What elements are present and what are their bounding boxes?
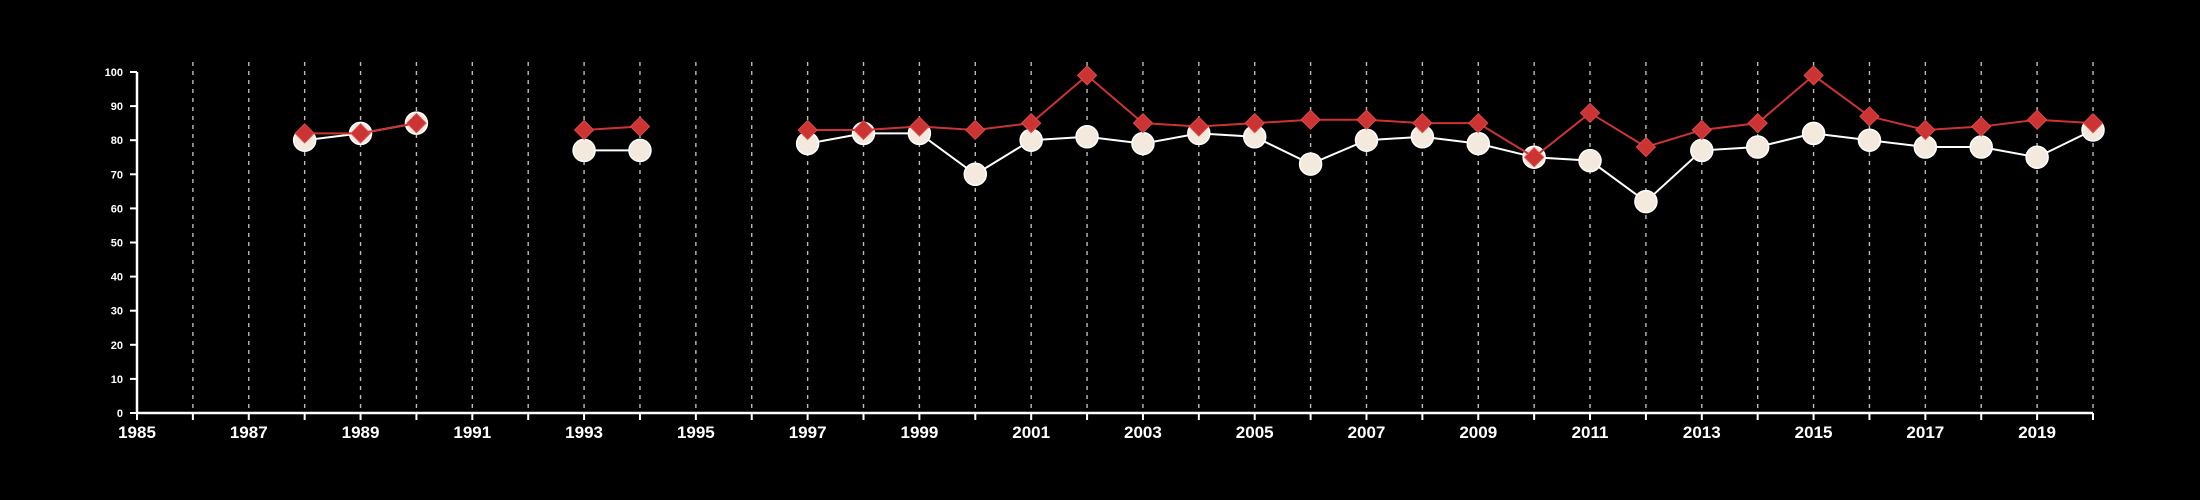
series-1-point	[1298, 152, 1323, 176]
series-1-point	[572, 138, 596, 163]
series-2-point	[1244, 112, 1265, 134]
series-2-point	[909, 116, 930, 137]
x-tick-label: 2019	[2018, 423, 2056, 442]
x-tick-label: 2015	[1795, 423, 1833, 442]
x-tick-label: 1985	[118, 423, 156, 442]
series-2-point	[1915, 119, 1936, 141]
y-tick-label: 90	[111, 101, 123, 113]
series-2-point	[629, 116, 651, 137]
series-2-point	[2026, 109, 2048, 130]
y-tick-label: 20	[111, 340, 123, 352]
series-2-point	[1971, 116, 1992, 137]
series-1-point	[1745, 135, 1770, 159]
series-2-point	[1635, 136, 1657, 158]
series-2-point	[1132, 112, 1154, 134]
series-1-point	[1131, 131, 1155, 156]
series-2-point	[1859, 106, 1880, 127]
y-tick-label: 50	[111, 238, 123, 250]
x-tick-label: 1991	[453, 423, 491, 442]
x-tick-label: 2005	[1236, 423, 1274, 442]
series-1-point	[1354, 128, 1379, 152]
series-2-point	[1188, 116, 1210, 137]
series-2-point	[853, 119, 874, 141]
series-2-point	[965, 119, 986, 141]
series-1-point	[628, 138, 652, 163]
x-tick-label: 1993	[565, 423, 603, 442]
series-1-point	[1634, 189, 1658, 214]
series-1-point	[1969, 135, 1993, 159]
series-1-point	[1578, 148, 1602, 173]
series-2-point	[1468, 112, 1489, 134]
series-1-point	[1801, 121, 1826, 146]
series-2-line	[807, 74, 2094, 159]
series-2-point	[406, 112, 427, 134]
series-2-point	[1076, 65, 1098, 86]
y-tick-label: 0	[117, 408, 123, 420]
series-2-point	[1300, 109, 1321, 130]
series-2	[294, 65, 2104, 168]
x-tick-label: 2007	[1348, 423, 1386, 442]
series-2-point	[350, 123, 371, 144]
x-tick-label: 1987	[230, 423, 268, 442]
series-2-point	[1747, 112, 1768, 134]
x-tick-label: 2009	[1459, 423, 1497, 442]
series-1-point	[2025, 145, 2049, 169]
series-1-point	[1857, 128, 1882, 152]
x-tick-label: 1995	[677, 423, 715, 442]
x-tick-label: 2011	[1572, 423, 1609, 442]
series-2-point	[1412, 112, 1433, 134]
y-tick-label: 80	[111, 135, 123, 147]
y-tick-label: 60	[111, 203, 123, 215]
series-2-point	[1356, 109, 1377, 130]
series	[292, 65, 2105, 214]
series-2-point	[2082, 112, 2104, 134]
y-tick-label: 10	[111, 374, 123, 386]
x-tick-label: 2003	[1124, 423, 1162, 442]
series-2-point	[1523, 147, 1545, 168]
series-2-point	[1579, 102, 1601, 124]
series-1-point	[1075, 125, 1099, 149]
y-tick-label: 100	[105, 67, 123, 79]
x-tick-label: 2001	[1012, 423, 1050, 442]
x-tick-label: 1997	[789, 423, 827, 442]
series-2-point	[573, 119, 595, 141]
x-tick-label: 1999	[900, 423, 938, 442]
series-2-point	[1020, 112, 1042, 134]
series-1-point	[1690, 138, 1714, 163]
series-2-point	[1803, 65, 1824, 86]
series-2-point	[1691, 119, 1713, 141]
series-2-point	[294, 123, 315, 144]
x-tick-label: 1989	[342, 423, 380, 442]
axes: 1985 1987 1989 1991 1993 1995 1997 1999 2001 2003…	[105, 67, 2094, 442]
x-tick-label: 2013	[1683, 423, 1721, 442]
y-tick-label: 30	[111, 306, 123, 318]
series-1-point	[963, 162, 988, 187]
x-tick-label: 2017	[1906, 423, 1944, 442]
y-tick-label: 70	[111, 169, 123, 181]
series-1-point	[1466, 131, 1491, 156]
y-tick-label: 40	[111, 272, 123, 284]
series-2-point	[797, 119, 818, 141]
